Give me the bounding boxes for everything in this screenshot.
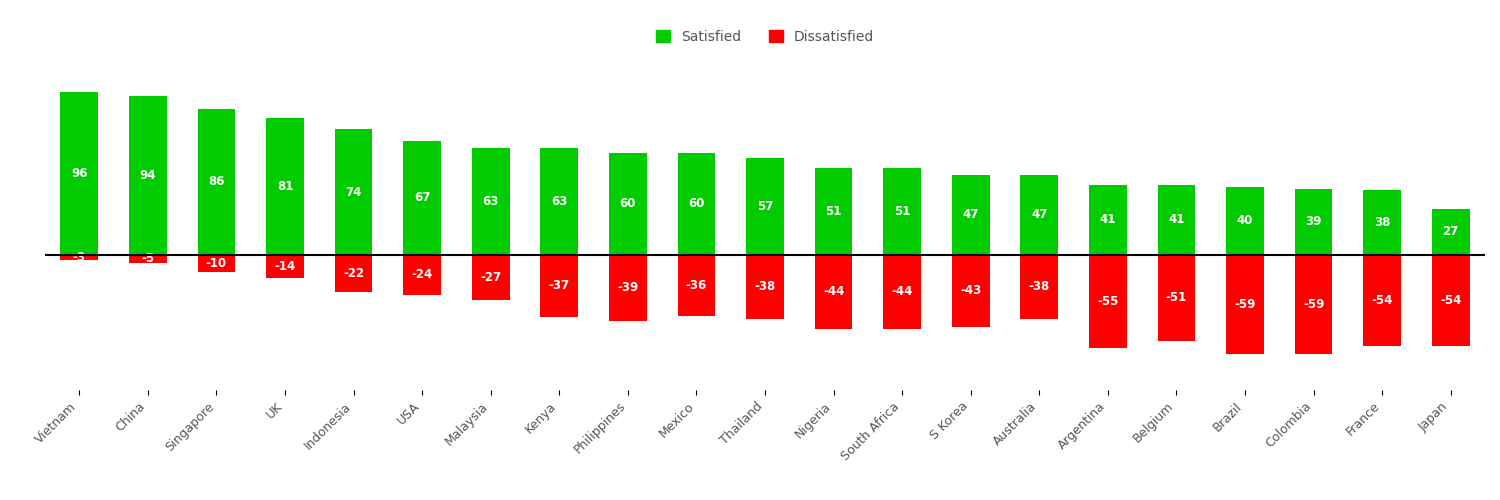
Bar	[746, 158, 784, 254]
Bar	[1432, 254, 1470, 346]
Text: 40: 40	[1238, 214, 1252, 228]
Bar	[540, 254, 578, 317]
Bar	[1226, 254, 1264, 354]
Text: -3: -3	[74, 250, 86, 264]
Bar	[678, 254, 716, 316]
Text: -22: -22	[344, 266, 364, 280]
Bar	[540, 148, 578, 254]
Bar	[334, 130, 372, 254]
Bar	[60, 254, 98, 260]
Text: -10: -10	[206, 256, 226, 270]
Bar	[815, 168, 852, 254]
Text: 38: 38	[1374, 216, 1390, 229]
Text: 47: 47	[1030, 208, 1047, 222]
Text: 60: 60	[620, 198, 636, 210]
Legend: Satisfied, Dissatisfied: Satisfied, Dissatisfied	[651, 24, 879, 49]
Bar	[609, 153, 646, 254]
Bar	[1364, 254, 1401, 346]
Text: -24: -24	[411, 268, 434, 281]
Bar	[129, 254, 166, 263]
Text: -54: -54	[1440, 294, 1461, 307]
Text: 60: 60	[688, 198, 705, 210]
Text: -27: -27	[480, 271, 501, 284]
Bar	[266, 118, 305, 254]
Text: 67: 67	[414, 192, 430, 204]
Text: -43: -43	[960, 284, 981, 298]
Bar	[815, 254, 852, 329]
Bar	[678, 153, 716, 254]
Text: -37: -37	[549, 280, 570, 292]
Bar	[404, 254, 441, 295]
Bar	[609, 254, 646, 320]
Text: -38: -38	[1029, 280, 1050, 293]
Text: -14: -14	[274, 260, 296, 273]
Text: 51: 51	[894, 205, 910, 218]
Text: 47: 47	[963, 208, 980, 222]
Bar	[1294, 254, 1332, 354]
Text: -5: -5	[141, 252, 154, 266]
Text: 51: 51	[825, 205, 842, 218]
Bar	[1294, 188, 1332, 254]
Bar	[1364, 190, 1401, 254]
Bar	[952, 254, 990, 328]
Bar	[404, 141, 441, 254]
Text: -44: -44	[824, 286, 844, 298]
Text: 41: 41	[1168, 214, 1185, 226]
Text: 41: 41	[1100, 214, 1116, 226]
Bar	[1432, 209, 1470, 254]
Bar	[198, 254, 236, 272]
Text: 57: 57	[758, 200, 772, 213]
Text: 39: 39	[1305, 215, 1322, 228]
Bar	[1158, 254, 1196, 341]
Bar	[1020, 175, 1058, 254]
Text: 74: 74	[345, 186, 362, 198]
Text: 81: 81	[278, 180, 292, 192]
Text: -59: -59	[1234, 298, 1256, 311]
Text: -36: -36	[686, 278, 706, 291]
Bar	[60, 92, 98, 254]
Bar	[952, 175, 990, 254]
Text: 86: 86	[209, 176, 225, 188]
Text: -55: -55	[1096, 294, 1119, 308]
Bar	[1089, 254, 1126, 348]
Bar	[129, 96, 166, 254]
Bar	[1020, 254, 1058, 319]
Text: -39: -39	[616, 281, 639, 294]
Bar	[472, 148, 510, 254]
Text: -38: -38	[754, 280, 776, 293]
Text: 96: 96	[70, 167, 87, 180]
Bar	[334, 254, 372, 292]
Bar	[884, 254, 921, 329]
Text: -54: -54	[1371, 294, 1394, 307]
Bar	[472, 254, 510, 300]
Bar	[884, 168, 921, 254]
Bar	[746, 254, 784, 319]
Text: -59: -59	[1304, 298, 1324, 311]
Bar	[266, 254, 305, 278]
Text: 27: 27	[1443, 226, 1460, 238]
Text: 63: 63	[483, 195, 500, 208]
Bar	[1089, 185, 1126, 254]
Bar	[198, 109, 236, 255]
Bar	[1158, 185, 1196, 254]
Bar	[1226, 187, 1264, 254]
Text: 63: 63	[550, 195, 567, 208]
Text: -51: -51	[1166, 292, 1186, 304]
Text: 94: 94	[140, 168, 156, 181]
Text: -44: -44	[891, 286, 914, 298]
